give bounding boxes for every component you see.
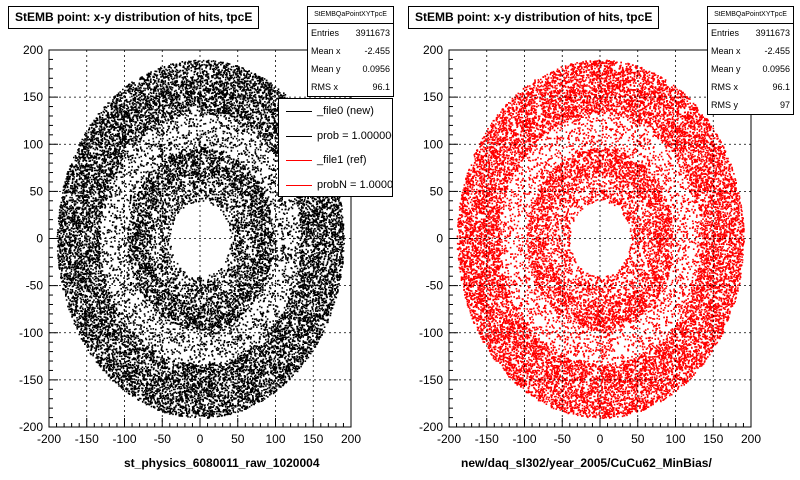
x-tick-label: 150 — [703, 432, 723, 446]
x-tick-label: -200 — [437, 432, 461, 446]
right-stats-label: Mean x — [711, 46, 741, 56]
y-tick-label: 200 — [423, 43, 443, 57]
left-stats-row-mean-x: Mean x -2.455 — [308, 42, 393, 60]
y-tick-label: -50 — [26, 279, 44, 293]
grid-lines — [448, 49, 752, 428]
x-tick-label: -100 — [112, 432, 136, 446]
left-stats-label: Mean x — [311, 46, 341, 56]
x-tick-label: 100 — [665, 432, 685, 446]
x-tick-label: 50 — [631, 432, 645, 446]
axis-ticks — [48, 49, 352, 428]
right-stats-name: StEMBQaPointXYTpcE — [708, 7, 793, 24]
legend-entry-prob: prob = 1.000000 — [279, 124, 392, 149]
left-stats-value: -2.455 — [364, 46, 390, 56]
legend-line-red — [286, 160, 312, 161]
hit-points — [456, 59, 745, 419]
right-stats-row-rms-y: RMS y 97 — [708, 96, 793, 114]
y-tick-label: -200 — [19, 420, 43, 434]
left-histogram-pad: -200 -150 -100 -50 0 50 100 150 200 200 150 100 50 0 -… — [8, 6, 394, 470]
legend-label: _file0 (new) — [317, 105, 374, 117]
y-tick-label: 50 — [430, 184, 444, 198]
right-histogram-pad: -200 -150 -100 -50 0 50 100 150 200 200 150 100 50 0 -… — [400, 0, 800, 480]
right-stats-value: 97 — [779, 100, 790, 110]
right-stats-label: RMS y — [711, 100, 738, 110]
right-stats-value: 96.1 — [772, 82, 790, 92]
left-stats-row-rms-x: RMS x 96.1 — [308, 78, 393, 96]
left-stats-name: StEMBQaPointXYTpcE — [308, 7, 393, 24]
left-stats-value: 0.0956 — [362, 64, 390, 74]
left-scatter-plot: -200 -150 -100 -50 0 50 100 150 200 200 150 100 50 0 -… — [19, 43, 361, 446]
x-tick-label: 200 — [741, 432, 761, 446]
y-tick-label: 0 — [36, 232, 43, 246]
legend-line-black — [286, 135, 312, 137]
y-tick-label: 200 — [23, 43, 43, 57]
right-stats-box: StEMBQaPointXYTpcE Entries 3911673 Mean … — [707, 6, 794, 115]
left-stats-box: StEMBQaPointXYTpcE Entries 3911673 Mean … — [307, 6, 394, 97]
y-tick-label: 0 — [436, 232, 443, 246]
x-tick-label: 0 — [197, 432, 204, 446]
legend-line-red — [286, 184, 312, 186]
x-tick-label: -200 — [37, 432, 61, 446]
y-tick-label: 100 — [23, 137, 43, 151]
y-tick-label: -150 — [419, 373, 443, 387]
x-tick-label: 0 — [597, 432, 604, 446]
right-stats-value: 0.0956 — [762, 64, 790, 74]
x-tick-label: -150 — [75, 432, 99, 446]
y-tick-label: 50 — [30, 184, 44, 198]
legend-line-black — [286, 111, 312, 112]
right-stats-label: Mean y — [711, 64, 741, 74]
left-plot-title: StEMB point: x-y distribution of hits, t… — [8, 6, 260, 29]
legend-entry-file0: _file0 (new) — [279, 99, 392, 124]
left-x-caption: st_physics_6080011_raw_1020004 — [124, 456, 320, 470]
left-stats-value: 96.1 — [372, 82, 390, 92]
y-tick-label: -100 — [419, 326, 443, 340]
right-stats-value: 3911673 — [755, 28, 790, 38]
left-stats-label: Entries — [311, 28, 340, 38]
right-stats-label: Entries — [711, 28, 740, 38]
right-stats-row-entries: Entries 3911673 — [708, 24, 793, 42]
y-tick-label: 150 — [23, 90, 43, 104]
right-stats-label: RMS x — [711, 82, 738, 92]
x-tick-label: 150 — [303, 432, 323, 446]
left-stats-row-mean-y: Mean y 0.0956 — [308, 60, 393, 78]
legend-entry-probn: probN = 1.000000 — [279, 173, 393, 197]
y-tick-label: -150 — [19, 373, 43, 387]
left-stats-label: Mean y — [311, 64, 341, 74]
y-tick-label: 150 — [423, 90, 443, 104]
y-tick-label: 100 — [423, 137, 443, 151]
right-stats-row-mean-y: Mean y 0.0956 — [708, 60, 793, 78]
x-tick-label: 200 — [341, 432, 361, 446]
axis-ticks — [448, 49, 752, 428]
y-tick-label: -200 — [419, 420, 443, 434]
legend-label: prob = 1.000000 — [317, 129, 393, 142]
legend-label: _file1 (ref) — [317, 154, 367, 166]
right-plot-title: StEMB point: x-y distribution of hits, t… — [408, 6, 660, 29]
y-tick-label: -50 — [426, 279, 444, 293]
x-tick-label: -50 — [554, 432, 572, 446]
right-scatter-plot: -200 -150 -100 -50 0 50 100 150 200 200 150 100 50 0 -… — [419, 43, 761, 446]
right-stats-row-rms-x: RMS x 96.1 — [708, 78, 793, 96]
legend-entry-file1: _file1 (ref) — [279, 148, 392, 173]
legend-label: probN = 1.000000 — [317, 178, 393, 191]
y-tick-label: -100 — [19, 326, 43, 340]
right-stats-value: -2.455 — [764, 46, 790, 56]
right-x-caption: new/daq_sl302/year_2005/CuCu62_MinBias/ — [461, 456, 712, 470]
left-stats-value: 3911673 — [355, 28, 390, 38]
right-stats-row-mean-x: Mean x -2.455 — [708, 42, 793, 60]
comparison-legend: _file0 (new) prob = 1.000000 _file1 (ref… — [278, 98, 393, 197]
x-tick-label: -150 — [475, 432, 499, 446]
hit-points — [56, 59, 345, 419]
x-tick-label: 100 — [265, 432, 285, 446]
x-tick-label: -50 — [154, 432, 172, 446]
left-stats-row-entries: Entries 3911673 — [308, 24, 393, 42]
x-tick-label: 50 — [231, 432, 245, 446]
x-tick-label: -100 — [512, 432, 536, 446]
left-stats-label: RMS x — [311, 82, 338, 92]
